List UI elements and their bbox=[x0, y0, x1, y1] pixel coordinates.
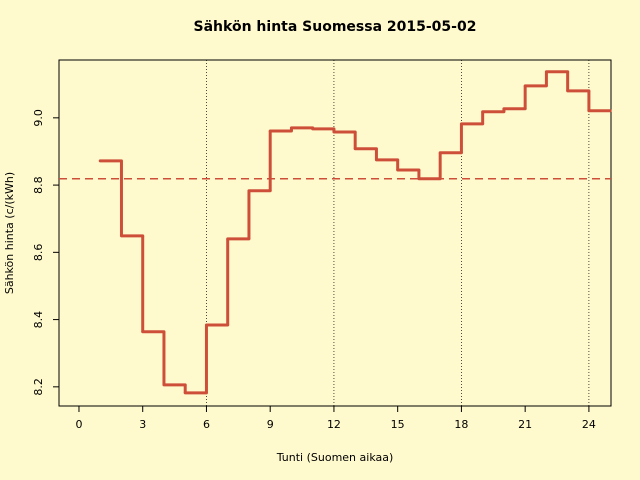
y-axis-label: Sähkön hinta (c/(kWh) bbox=[3, 172, 16, 294]
y-tick-label: 8.6 bbox=[32, 244, 45, 261]
x-tick-label: 21 bbox=[518, 418, 532, 431]
x-tick-label: 18 bbox=[454, 418, 468, 431]
x-tick-label: 6 bbox=[203, 418, 210, 431]
x-tick-label: 15 bbox=[391, 418, 405, 431]
x-tick-label: 24 bbox=[582, 418, 596, 431]
x-axis-label: Tunti (Suomen aikaa) bbox=[276, 451, 394, 464]
y-tick-label: 8.2 bbox=[32, 378, 45, 396]
x-tick-label: 12 bbox=[327, 418, 341, 431]
x-tick-label: 0 bbox=[75, 418, 82, 431]
y-tick-label: 9.0 bbox=[32, 109, 45, 127]
y-tick-label: 8.4 bbox=[32, 311, 45, 329]
x-tick-label: 3 bbox=[139, 418, 146, 431]
plot-frame bbox=[58, 59, 612, 407]
x-tick-label: 9 bbox=[267, 418, 274, 431]
chart-title: Sähkön hinta Suomessa 2015-05-02 bbox=[194, 19, 477, 35]
y-tick-label: 8.8 bbox=[32, 176, 45, 194]
